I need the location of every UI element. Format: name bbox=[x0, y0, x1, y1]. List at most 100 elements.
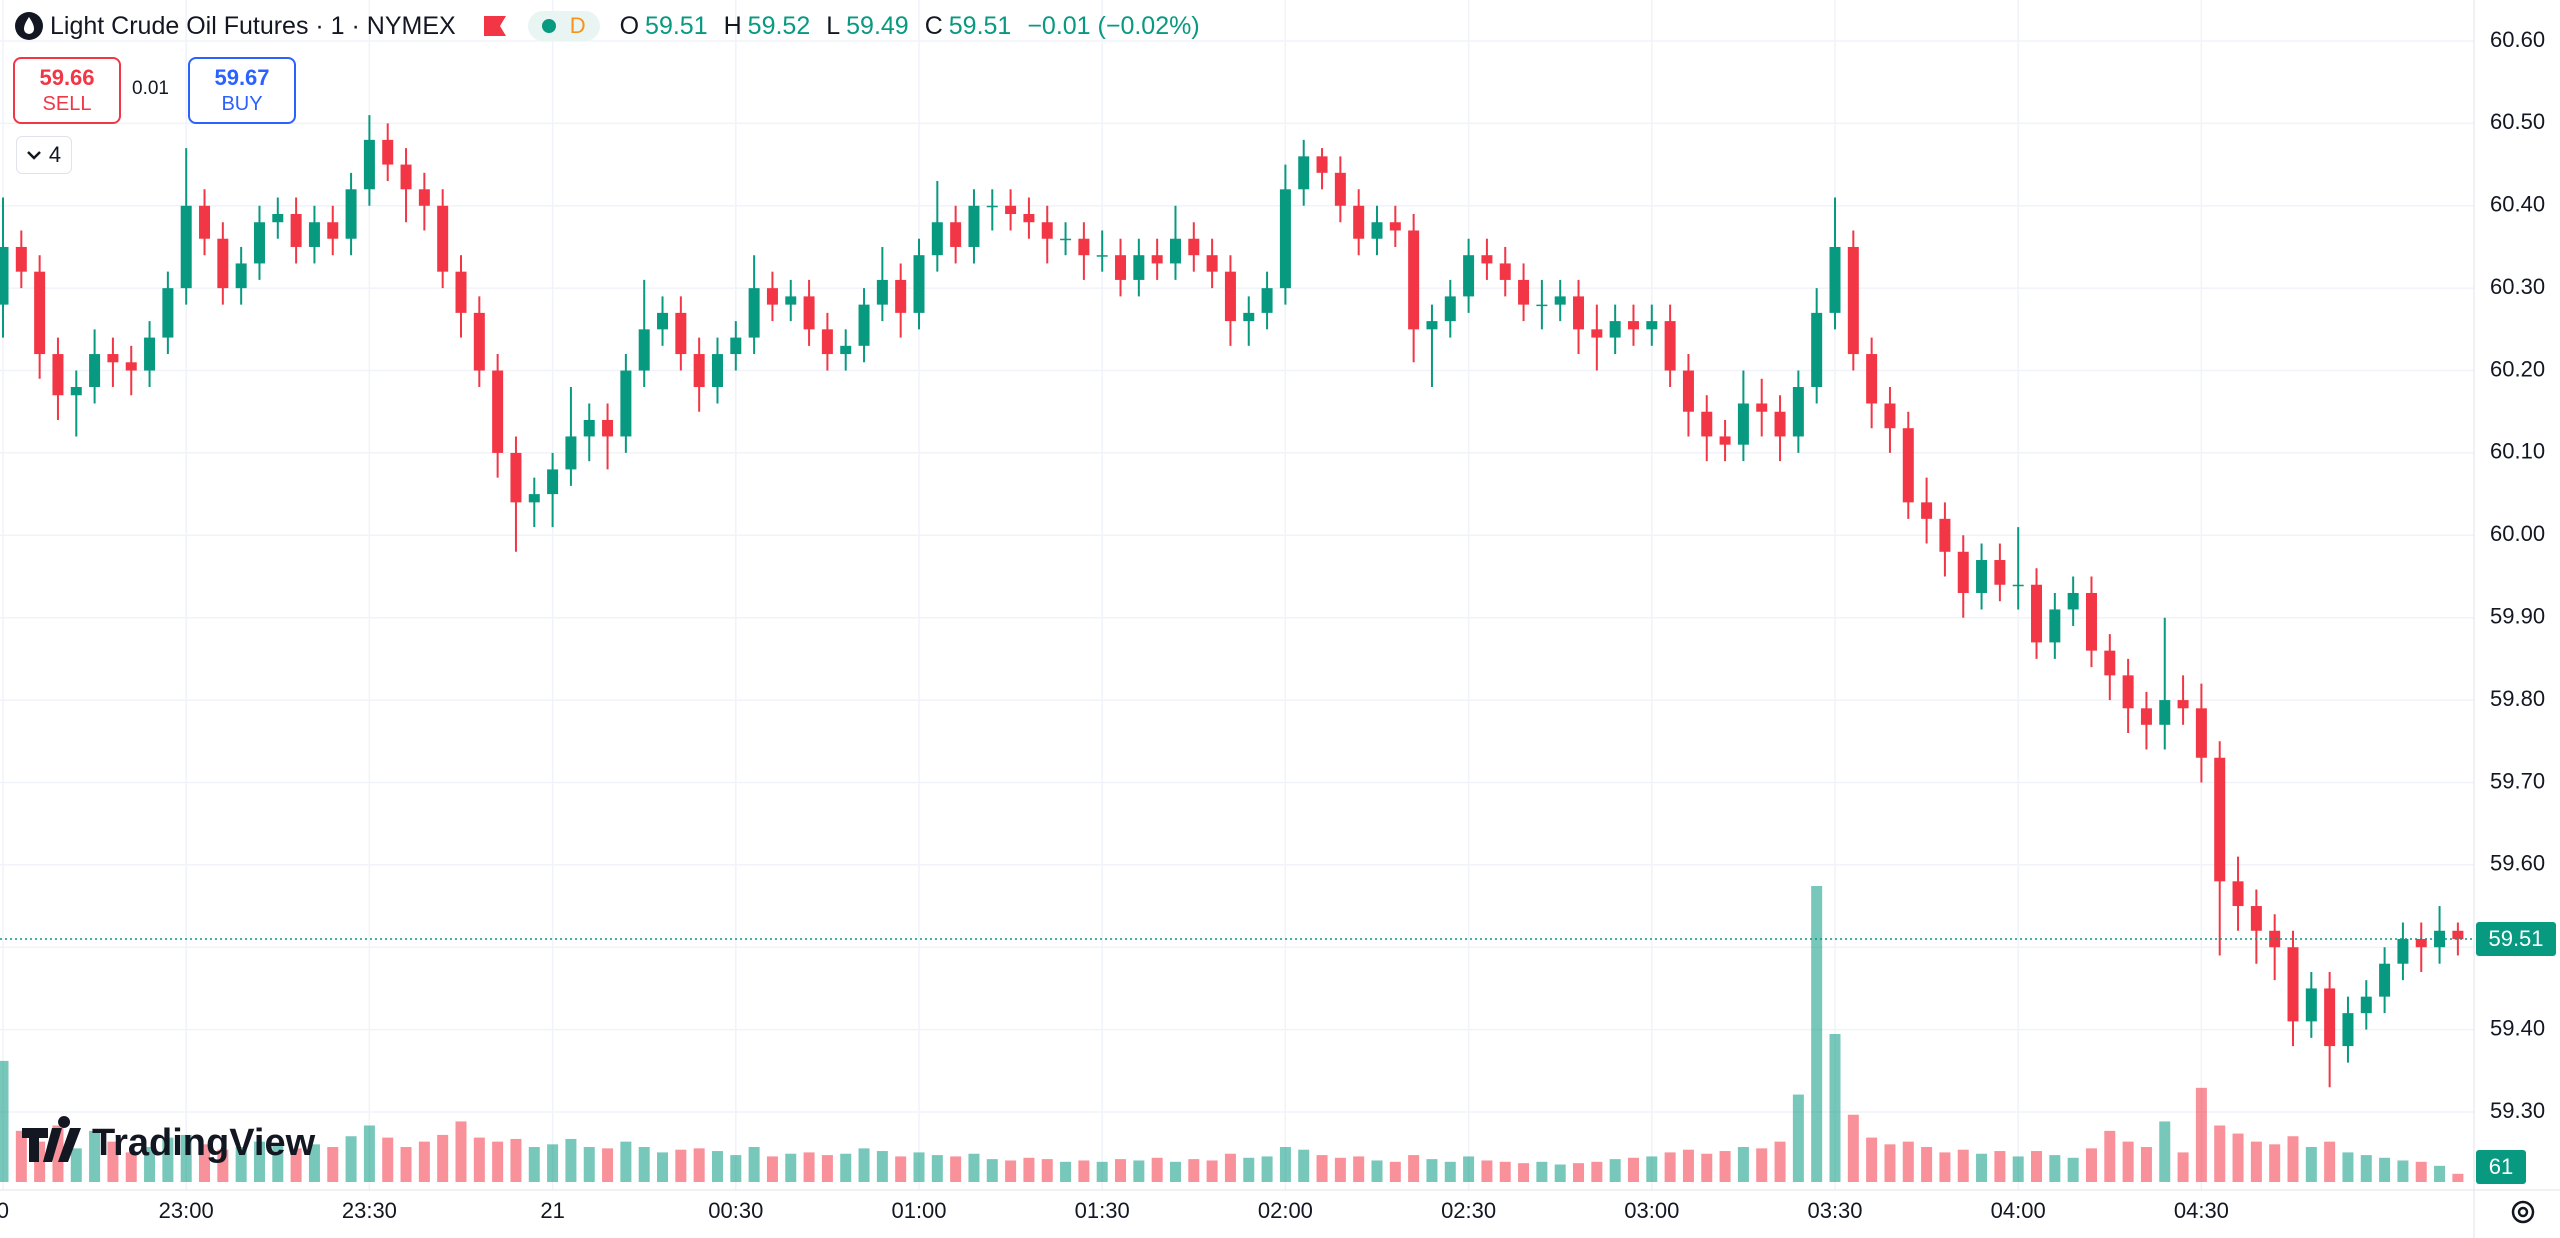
candle-body bbox=[308, 222, 320, 247]
candle-body bbox=[0, 246, 9, 305]
volume-bar bbox=[1957, 1149, 1969, 1182]
volume-bar bbox=[217, 1149, 229, 1182]
volume-bar bbox=[1023, 1157, 1035, 1182]
candle-body bbox=[2195, 708, 2207, 758]
settings-icon[interactable] bbox=[2511, 1200, 2535, 1224]
y-tick-label: 60.60 bbox=[2490, 27, 2545, 52]
flag-icon[interactable] bbox=[482, 14, 508, 38]
volume-bar bbox=[455, 1121, 467, 1182]
candle-body bbox=[821, 329, 833, 355]
volume-bar bbox=[620, 1141, 632, 1182]
candle-body bbox=[2415, 938, 2427, 948]
volume-bar bbox=[1334, 1157, 1346, 1182]
volume-bar bbox=[2012, 1156, 2024, 1182]
delay-badge: D bbox=[569, 13, 586, 38]
volume-bar bbox=[1609, 1159, 1621, 1182]
volume-bar bbox=[1518, 1163, 1530, 1182]
grid bbox=[0, 0, 2474, 1190]
volume-bar bbox=[2305, 1147, 2317, 1182]
candle-body bbox=[1627, 321, 1639, 330]
volume-bar bbox=[931, 1155, 943, 1182]
volume-bar bbox=[272, 1145, 284, 1182]
volume-bar bbox=[1664, 1152, 1676, 1182]
candle-body bbox=[144, 337, 156, 371]
volume-bar bbox=[2287, 1136, 2299, 1182]
volume-bar bbox=[1884, 1144, 1896, 1182]
y-tick-label: 59.30 bbox=[2490, 1098, 2545, 1123]
volume-bar bbox=[162, 1137, 174, 1182]
volume-bar bbox=[1774, 1141, 1786, 1182]
volume-bar bbox=[2031, 1151, 2043, 1182]
candle-body bbox=[1829, 246, 1841, 313]
candle-body bbox=[858, 304, 870, 346]
y-tick-label: 60.10 bbox=[2490, 439, 2545, 464]
volume-bar bbox=[34, 1141, 46, 1182]
candle-body bbox=[1188, 238, 1200, 256]
y-tick-label: 59.60 bbox=[2490, 851, 2545, 876]
candle-body bbox=[1463, 255, 1475, 297]
x-tick-label: 01:00 bbox=[891, 1198, 946, 1223]
candle-body bbox=[15, 246, 27, 272]
y-tick-label: 60.50 bbox=[2490, 109, 2545, 134]
candle-body bbox=[1334, 172, 1346, 206]
candle-body bbox=[1664, 321, 1676, 371]
candle-body bbox=[107, 354, 119, 363]
candle-body bbox=[235, 263, 247, 289]
volume-bar bbox=[1316, 1155, 1328, 1182]
volume-bar bbox=[2324, 1141, 2336, 1182]
candle-body bbox=[565, 436, 577, 470]
volume-bar bbox=[70, 1148, 82, 1182]
volume-bar bbox=[602, 1148, 614, 1182]
volume-bar bbox=[1499, 1161, 1511, 1182]
candle-body bbox=[2159, 700, 2171, 725]
volume-bar bbox=[1426, 1159, 1438, 1182]
volume-bar bbox=[950, 1156, 962, 1182]
volume-bar bbox=[1261, 1156, 1273, 1182]
volume-bar bbox=[1279, 1147, 1291, 1182]
volume-bar bbox=[1151, 1157, 1163, 1182]
indicators-toggle[interactable]: 4 bbox=[16, 136, 72, 174]
legend-value: 59.51 bbox=[948, 11, 1012, 40]
candle-body bbox=[711, 354, 723, 388]
candle-body bbox=[1371, 222, 1383, 239]
volume-bar bbox=[547, 1144, 559, 1182]
market-status[interactable]: D bbox=[527, 11, 600, 41]
volume-bar bbox=[968, 1153, 980, 1182]
symbol-title[interactable]: Light Crude Oil Futures · 1 · NYMEX bbox=[50, 11, 456, 40]
buy-price: 59.67 bbox=[214, 64, 270, 90]
y-tick-label: 59.40 bbox=[2490, 1015, 2545, 1040]
price-pane bbox=[0, 115, 2464, 1088]
candle-body bbox=[217, 238, 229, 289]
volume-bar bbox=[1994, 1151, 2006, 1182]
volume-bar bbox=[1224, 1153, 1236, 1182]
volume-bar bbox=[693, 1148, 705, 1182]
sell-button[interactable]: 59.66 SELL bbox=[13, 57, 121, 124]
candle-body bbox=[363, 139, 375, 190]
candle-body bbox=[1811, 312, 1823, 388]
candle-body bbox=[1096, 255, 1108, 257]
volume-bar bbox=[2140, 1147, 2152, 1182]
candle-body bbox=[1939, 518, 1951, 552]
volume-bar bbox=[1866, 1137, 1878, 1182]
candle-body bbox=[1206, 255, 1218, 272]
volume-bar bbox=[2085, 1148, 2097, 1182]
volume-bar bbox=[327, 1147, 339, 1182]
volume-bar bbox=[2177, 1152, 2189, 1182]
volume-bar bbox=[2049, 1155, 2061, 1182]
volume-bar bbox=[290, 1148, 302, 1182]
volume-bar bbox=[1573, 1163, 1585, 1182]
volume-bar bbox=[144, 1147, 156, 1182]
volume-bar bbox=[1188, 1159, 1200, 1182]
candle-body bbox=[2379, 963, 2391, 997]
volume-bar bbox=[748, 1147, 760, 1182]
volume-bar bbox=[1646, 1156, 1658, 1182]
volume-bar bbox=[1737, 1147, 1749, 1182]
legend-label: O bbox=[619, 11, 640, 40]
volume-bar bbox=[1591, 1161, 1603, 1182]
candle-body bbox=[986, 205, 998, 208]
candle-body bbox=[162, 288, 174, 338]
candle-body bbox=[1536, 304, 1548, 307]
volume-bar bbox=[1701, 1153, 1713, 1182]
buy-button[interactable]: 59.67 BUY bbox=[188, 57, 296, 124]
